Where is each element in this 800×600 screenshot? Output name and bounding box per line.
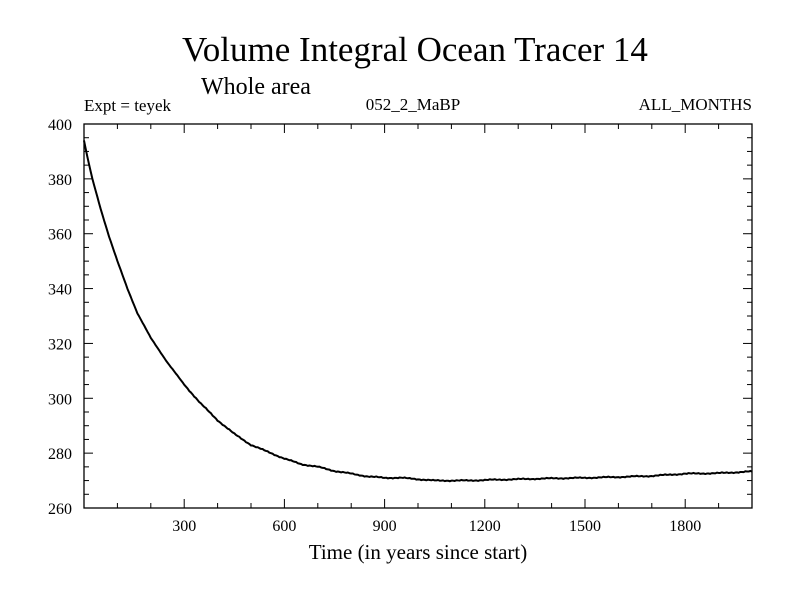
x-tick-label: 1500 (569, 518, 601, 535)
x-tick-label: 600 (272, 518, 296, 535)
experiment-label: Expt = teyek (84, 96, 172, 115)
y-tick-label: 260 (48, 501, 72, 518)
y-tick-label: 360 (48, 227, 72, 244)
x-tick-labels: 300 600 900 1200 1500 1800 (172, 518, 701, 535)
y-tick-label: 340 (48, 282, 72, 299)
plot-frame (83, 123, 753, 509)
y-tick-label: 280 (48, 446, 72, 463)
y-tick-label: 400 (48, 117, 72, 134)
chart-subtitle: Whole area (201, 74, 311, 100)
chart-title: Volume Integral Ocean Tracer 14 (182, 30, 648, 69)
x-tick-label: 1200 (469, 518, 501, 535)
series-layer (83, 140, 753, 483)
x-tick-label: 1800 (669, 518, 701, 535)
x-tick-label: 900 (373, 518, 397, 535)
y-tick-labels: 260 280 300 320 340 360 380 400 (48, 117, 72, 518)
axis-ticks (84, 124, 752, 508)
y-tick-label: 380 (48, 172, 72, 189)
x-axis-label: Time (in years since start) (309, 540, 528, 564)
run-id-label: 052_2_MaBP (366, 95, 460, 114)
months-label: ALL_MONTHS (639, 95, 752, 114)
series-line (83, 140, 753, 483)
x-tick-label: 300 (172, 518, 196, 535)
y-tick-label: 320 (48, 336, 72, 353)
y-tick-label: 300 (48, 391, 72, 408)
